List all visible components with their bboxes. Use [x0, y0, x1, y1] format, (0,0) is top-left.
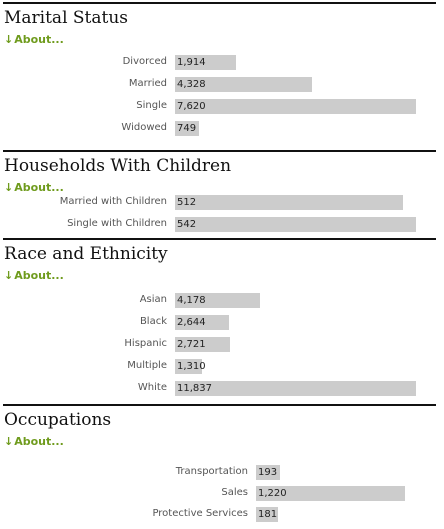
chart-row-transportation: Transportation 193: [0, 463, 444, 481]
bar-value-label: 1,310: [177, 361, 206, 372]
section-race-and-ethnicity: Race and Ethnicity ↓About... Asian 4,178 Bla…: [0, 238, 444, 396]
chart-row-sales: Sales 1,220: [0, 484, 444, 502]
section-divider: [3, 2, 436, 4]
bar: [175, 315, 229, 330]
chart-row-multiple: Multiple 1,310: [0, 357, 444, 375]
section-title: Race and Ethnicity: [4, 244, 168, 264]
chart-row-white: White 11,837: [0, 379, 444, 397]
section-marital-status: Marital Status ↓About... Divorced 1,914 Marr…: [0, 2, 444, 136]
chart-row-single-with-children: Single with Children 542: [0, 215, 444, 233]
chart-row-asian: Asian 4,178: [0, 291, 444, 309]
bar-value-label: 4,178: [177, 295, 206, 306]
bar: [256, 507, 278, 522]
bar-value-label: 181: [258, 509, 278, 520]
chart-row-divorced: Divorced 1,914: [0, 53, 444, 71]
section-title: Households With Children: [4, 156, 232, 176]
section-divider: [3, 238, 436, 240]
bar-value-label: 512: [177, 197, 197, 208]
about-link-label: About...: [14, 33, 64, 46]
category-label: Single with Children: [67, 218, 167, 229]
bar: [175, 121, 199, 136]
bar-value-label: 4,328: [177, 79, 206, 90]
chart-row-black: Black 2,644: [0, 313, 444, 331]
chart-row-single: Single 7,620: [0, 97, 444, 115]
bar: [175, 381, 416, 396]
chart-row-married: Married 4,328: [0, 75, 444, 93]
about-link[interactable]: ↓About...: [0, 32, 444, 47]
chart-row-widowed: Widowed 749: [0, 119, 444, 137]
category-label: Multiple: [127, 360, 167, 371]
section-occupations: Occupations ↓About... Transportation 193 Sal…: [0, 404, 444, 522]
category-label: White: [137, 382, 167, 393]
bar: [175, 337, 230, 352]
section-divider: [3, 150, 436, 152]
section-title: Occupations: [4, 410, 112, 430]
bar-value-label: 749: [177, 123, 197, 134]
bar-value-label: 2,644: [177, 317, 206, 328]
category-label: Divorced: [122, 56, 167, 67]
bar: [256, 486, 405, 501]
bar: [175, 359, 202, 374]
section-title: Marital Status: [4, 8, 129, 28]
category-label: Married with Children: [59, 196, 167, 207]
down-arrow-icon: ↓: [4, 269, 14, 282]
bar-value-label: 1,914: [177, 57, 206, 68]
about-link-label: About...: [14, 435, 64, 448]
category-label: Transportation: [175, 466, 248, 477]
about-link-label: About...: [14, 181, 64, 194]
about-link-label: About...: [14, 269, 64, 282]
bar: [175, 195, 403, 210]
bar: [175, 77, 312, 92]
chart-row-hispanic: Hispanic 2,721: [0, 335, 444, 353]
category-label: Hispanic: [124, 338, 167, 349]
about-link[interactable]: ↓About...: [0, 180, 444, 195]
chart-row-married-with-children: Married with Children 512: [0, 193, 444, 211]
down-arrow-icon: ↓: [4, 181, 14, 194]
bar-value-label: 193: [258, 467, 278, 478]
category-label: Asian: [139, 294, 167, 305]
section-divider: [3, 404, 436, 406]
bar-value-label: 7,620: [177, 101, 206, 112]
chart-row-protective-services: Protective Services 181: [0, 505, 444, 523]
bar-value-label: 11,837: [177, 383, 212, 394]
bar: [175, 217, 416, 232]
category-label: Sales: [221, 487, 248, 498]
bar: [175, 55, 236, 70]
category-label: Black: [139, 316, 167, 327]
down-arrow-icon: ↓: [4, 33, 14, 46]
bar: [175, 99, 416, 114]
category-label: Married: [128, 78, 167, 89]
about-link[interactable]: ↓About...: [0, 268, 444, 283]
bar: [256, 465, 280, 480]
section-households-with-children: Households With Children ↓About... Married…: [0, 150, 444, 232]
down-arrow-icon: ↓: [4, 435, 14, 448]
bar: [175, 293, 260, 308]
category-label: Protective Services: [152, 508, 248, 519]
category-label: Single: [136, 100, 167, 111]
bar-value-label: 1,220: [258, 488, 287, 499]
bar-value-label: 542: [177, 219, 197, 230]
about-link[interactable]: ↓About...: [0, 434, 444, 449]
bar-value-label: 2,721: [177, 339, 206, 350]
category-label: Widowed: [121, 122, 167, 133]
